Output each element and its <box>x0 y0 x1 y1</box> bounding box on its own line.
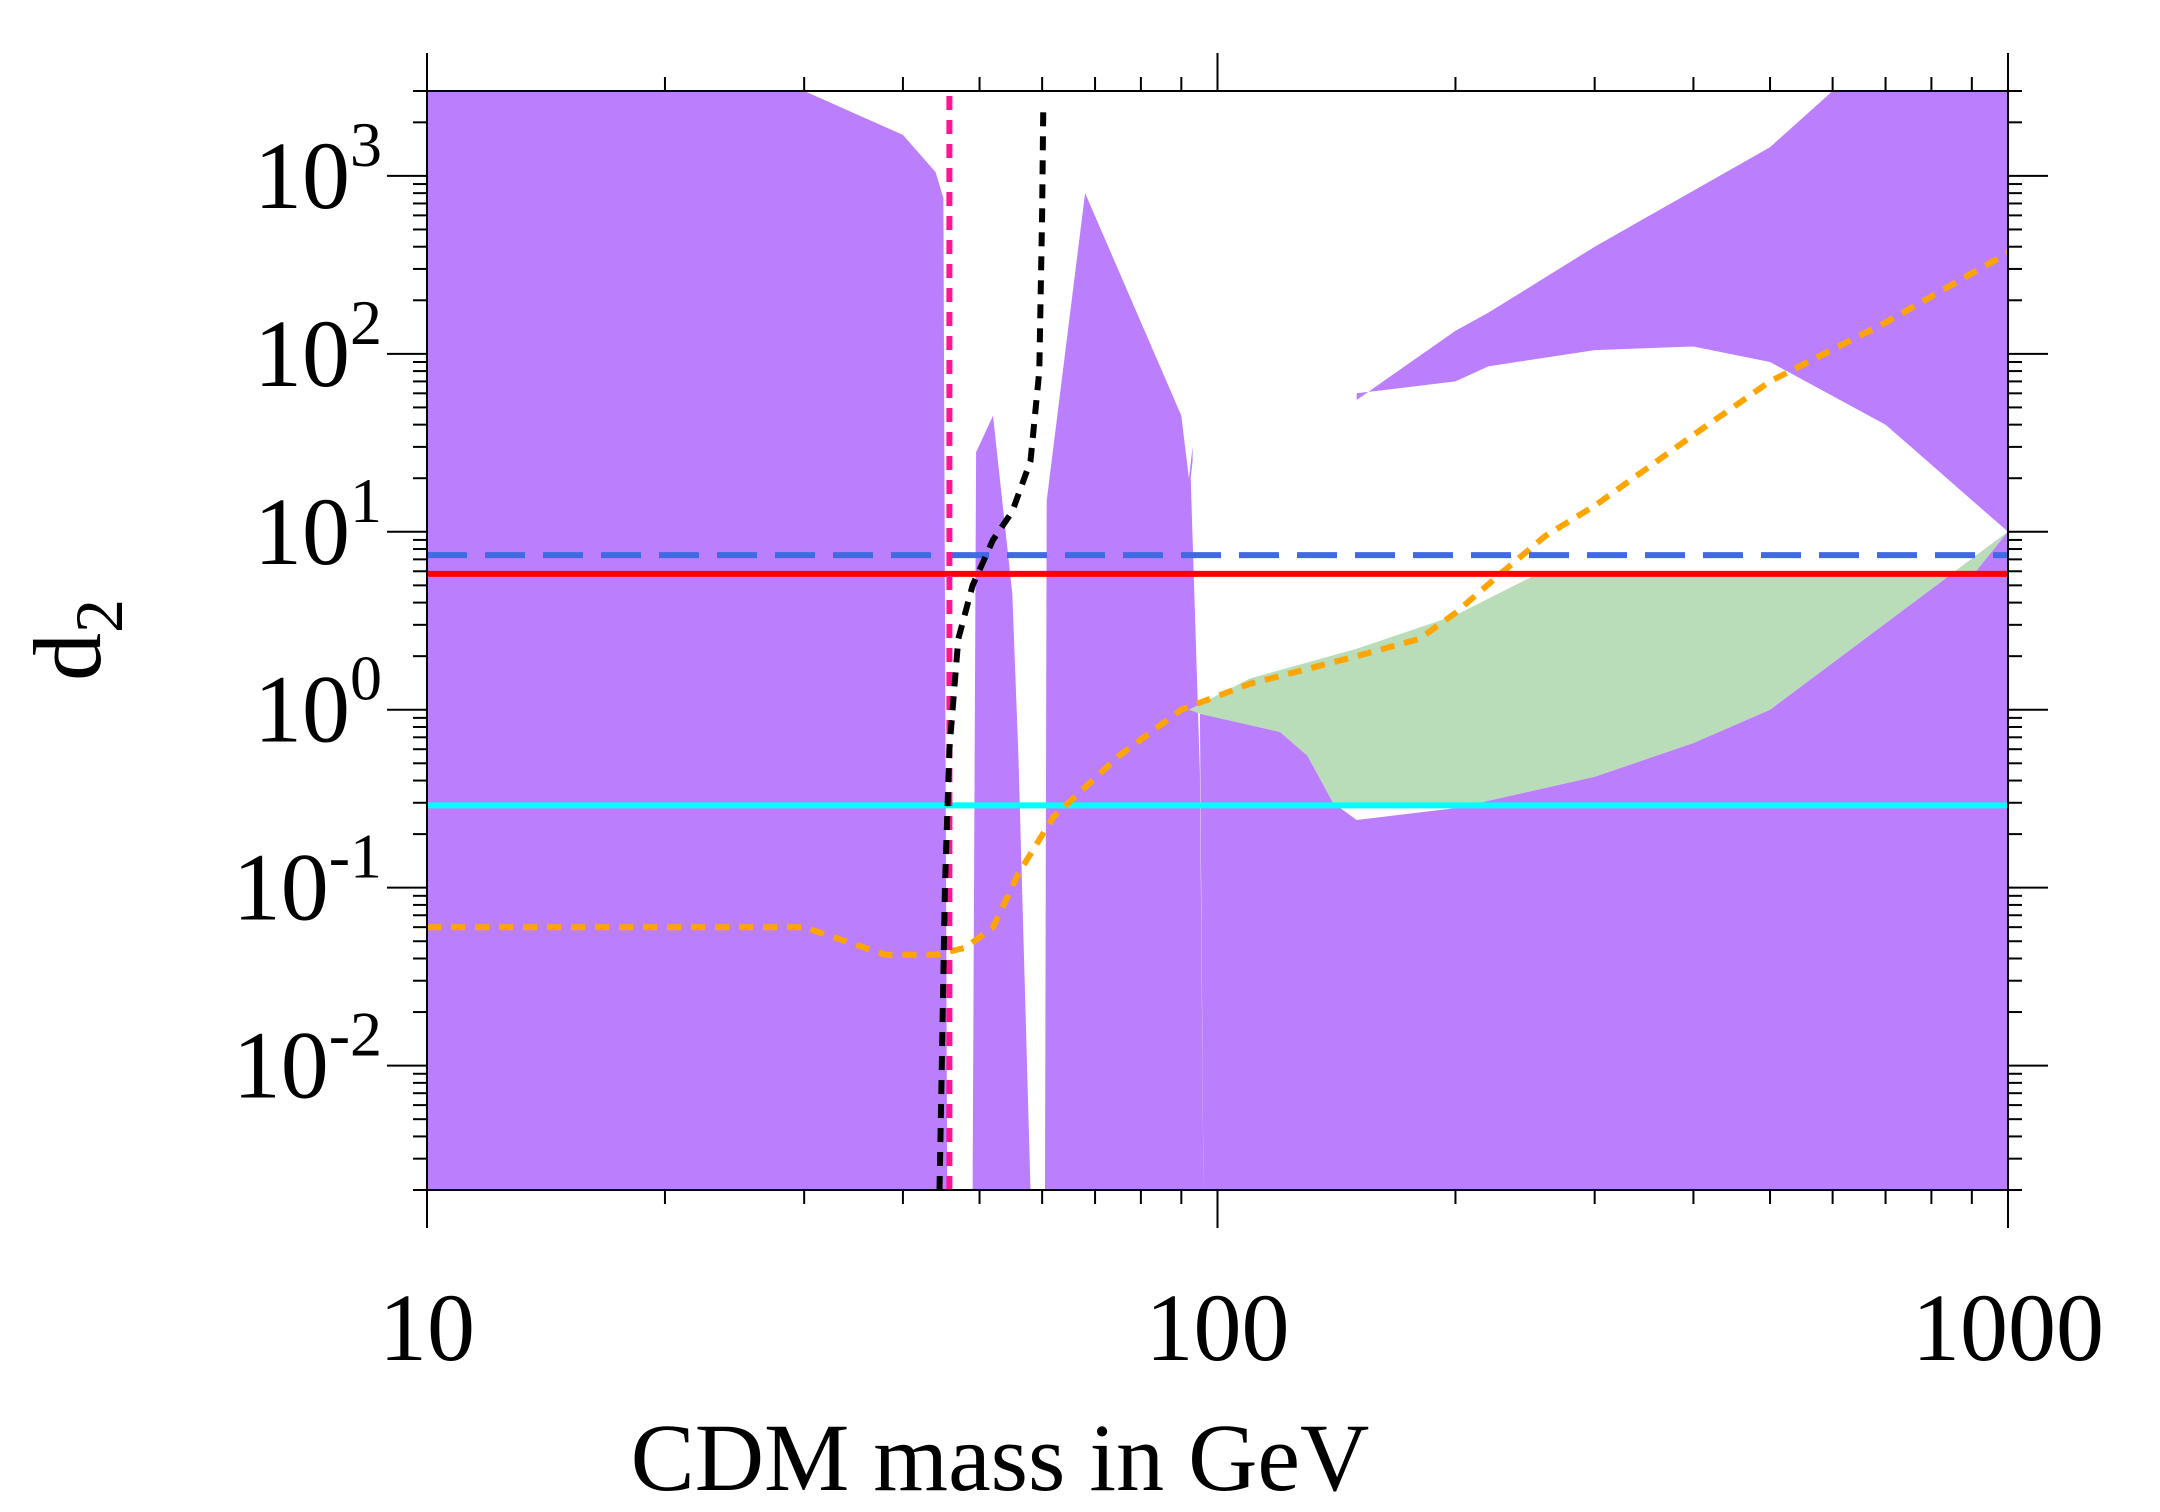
y-tick-label: 102 <box>254 287 382 407</box>
series-layer <box>427 91 2010 1191</box>
svg-text:d2: d2 <box>14 599 137 681</box>
x-axis: 10 100 1000 <box>379 53 2104 1381</box>
x-tick-label: 100 <box>1146 1274 1290 1381</box>
excluded-region <box>1045 193 1204 1191</box>
y-tick-label: 10-1 <box>233 821 382 941</box>
excluded-region <box>1199 531 2008 1190</box>
y-axis-title-main: d <box>14 633 121 681</box>
x-tick-label: 10 <box>379 1274 475 1381</box>
y-axis-title: d2 <box>14 599 137 681</box>
orange-dotted-line <box>427 250 2010 958</box>
x-axis-title: CDM mass in GeV <box>631 1404 1370 1511</box>
allowed-region <box>1188 531 2008 809</box>
regions-layer <box>427 91 2008 1191</box>
y-tick-label: 10-2 <box>233 999 382 1119</box>
x-tick-label: 1000 <box>1912 1274 2104 1381</box>
excluded-region <box>1356 91 2008 532</box>
y-tick-label: 101 <box>254 465 382 585</box>
y-tick-label: 100 <box>254 643 382 763</box>
y-tick-label: 103 <box>254 109 382 229</box>
excluded-region <box>427 91 948 1190</box>
y-axis: 10-2 10-1 100 101 102 103 <box>233 90 2048 1191</box>
y-axis-title-sub: 2 <box>61 599 137 633</box>
black-dotted-line <box>936 105 1047 1191</box>
